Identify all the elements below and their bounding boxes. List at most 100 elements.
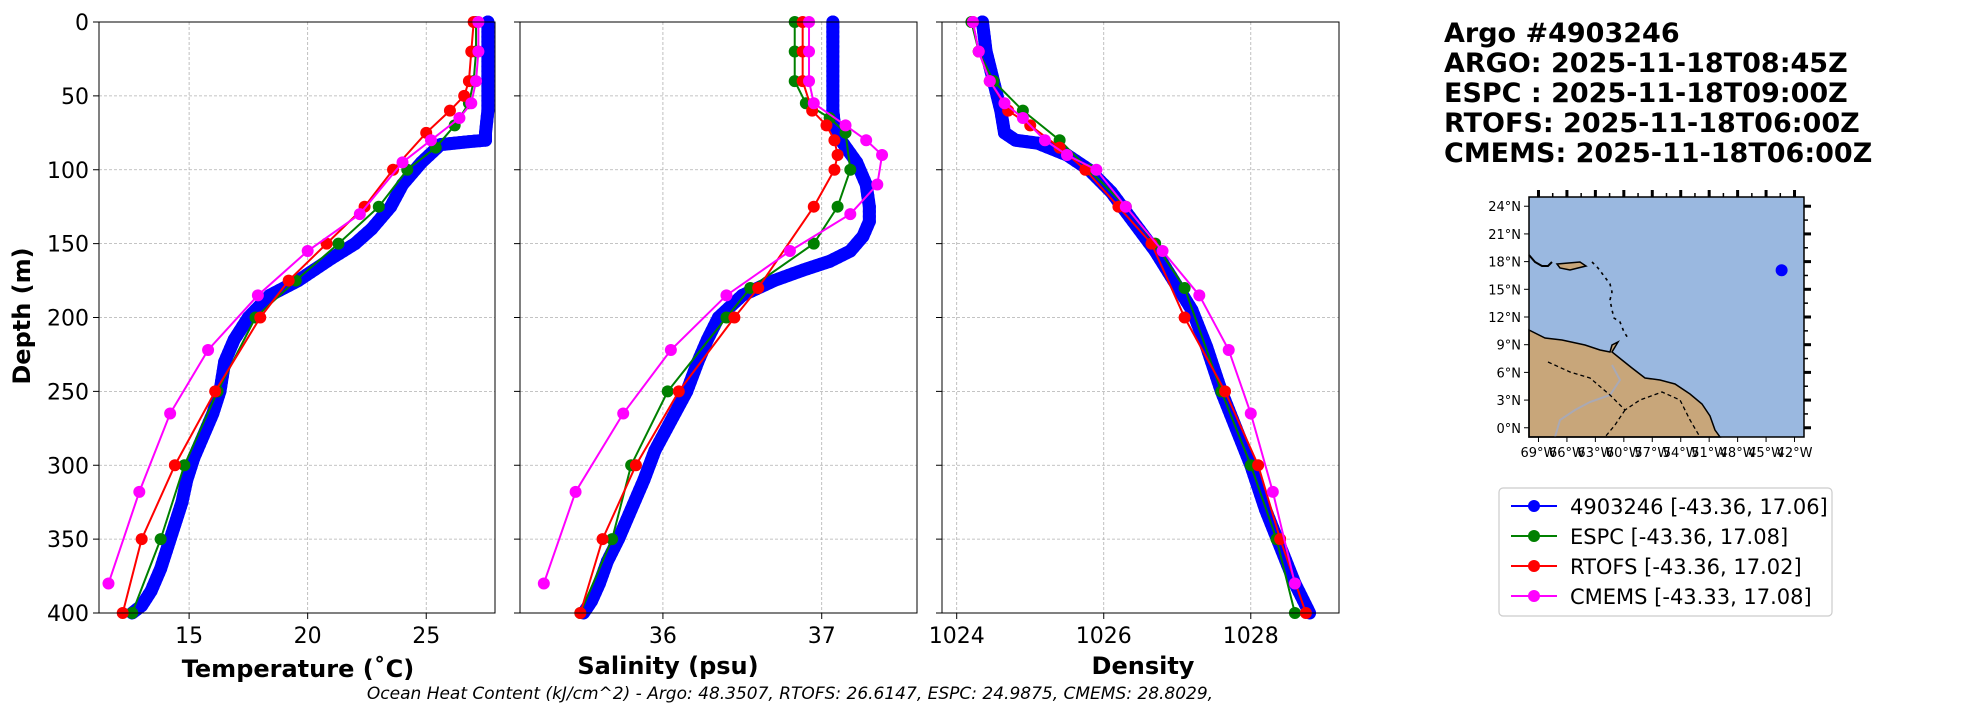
legend-marker-rtofs [1528,560,1540,572]
density-cmems-point [1016,112,1029,125]
header-line-rtofs-time: RTOFS: 2025-11-18T06:00Z [1444,108,1860,139]
y-tick-label: 350 [47,528,89,553]
density-x-tick-label: 1026 [1076,624,1132,649]
legend-box [1498,487,1833,617]
temperature-rtofs-point [135,533,148,546]
temperature-cmems-point [164,407,177,420]
salinity-rtofs-point [752,281,765,294]
y-tick-label: 300 [47,454,89,479]
salinity-cmems-point [720,289,733,302]
salinity-panel: 36 37 [514,15,918,649]
density-cmems-point [972,45,985,58]
temperature-espc-point [372,200,385,213]
map-lat-label: 15°N [1488,283,1521,298]
density-rtofs-point [1178,311,1191,324]
temperature-rtofs-point [209,385,222,398]
salinity-cmems-point [664,344,677,357]
map-lon-label: 57°W [1634,446,1670,461]
salinity-x-tick-label: 36 [649,624,677,649]
density-cmems-point [1288,577,1301,590]
salinity-axis-label: Salinity (psu) [577,652,758,680]
temperature-cmems-point [424,134,437,147]
density-rtofs-point [1053,141,1066,154]
map-land-south-america [1528,328,1722,438]
header-block: Argo #4903246 ARGO: 2025-11-18T08:45Z ES… [1444,18,1872,169]
map-lon-label: 48°W [1720,446,1756,461]
temperature-x-tick-label: 25 [412,624,440,649]
map-lon-label: 63°W [1577,446,1613,461]
y-tick-label: 250 [47,380,89,405]
temperature-rtofs-point [387,163,400,176]
temperature-cmems-point [133,485,146,498]
salinity-espc-point [661,385,674,398]
map-border-1 [1547,361,1701,438]
salinity-cmems-point [871,178,884,191]
map-lat-label: 6°N [1497,366,1522,381]
salinity-espc-point [831,200,844,213]
temperature-axis-label: Temperature (˚C) [182,655,415,683]
map-lon-label: 60°W [1606,446,1642,461]
density-rtofs-point [1219,385,1232,398]
density-series-argo-band [975,15,1317,620]
legend-label-argo: 4903246 [-43.36, 17.06] [1570,495,1828,519]
temperature-rtofs-point [458,89,471,102]
salinity-rtofs-point [672,385,685,398]
y-tick-label: 150 [47,233,89,258]
legend-label-rtofs: RTOFS [-43.36, 17.02] [1570,555,1802,579]
temperature-espc-point [154,533,167,546]
map-lat-label: 12°N [1488,311,1521,326]
temperature-espc-point [332,237,345,250]
map-lon-label: 69°W [1521,446,1557,461]
salinity-rtofs-point [831,148,844,161]
salinity-rtofs-point [828,163,841,176]
header-line-cmems-time: CMEMS: 2025-11-18T06:00Z [1444,138,1872,169]
header-line-float: Argo #4903246 [1444,18,1680,49]
density-cmems-point [1090,163,1103,176]
temperature-cmems-point [453,112,466,125]
salinity-cmems-point [839,119,852,132]
map-lat-label: 0°N [1497,422,1522,437]
map-river [1554,364,1622,438]
header-line-espc-time: ESPC : 2025-11-18T09:00Z [1444,78,1848,109]
temperature-cmems-point [202,344,215,357]
temperature-cmems-point [465,97,478,110]
map-frame: 24°N 21°N 18°N 15°N 12°N 9°N 6°N 3°N 0°N 69°W66°W… [1488,190,1813,461]
map-lat-label: 9°N [1497,339,1522,354]
map-island-puerto-rico [1555,261,1588,271]
ohc-footer: Ocean Heat Content (kJ/cm^2) - Argo: 48.… [367,684,1213,704]
location-map: 24°N 21°N 18°N 15°N 12°N 9°N 6°N 3°N 0°N 69°W66°W… [1488,190,1813,461]
legend-marker-espc [1528,530,1540,542]
y-tick-label: 200 [47,307,89,332]
salinity-cmems-point [844,208,857,221]
map-lat-label: 3°N [1497,394,1522,409]
temperature-cmems-point [353,208,366,221]
salinity-rtofs-point [820,119,833,132]
salinity-espc-point [844,163,857,176]
salinity-cmems-point [876,148,889,161]
temperature-cmems-point [301,245,314,258]
temperature-cmems-point [102,577,115,590]
salinity-rtofs-point [596,533,609,546]
temperature-rtofs-point [443,104,456,117]
y-axis-label: Depth (m) [8,247,36,384]
map-island-hispaniola [1528,254,1553,267]
map-lat-label: 18°N [1488,256,1521,271]
density-cmems-point [1222,344,1235,357]
salinity-cmems-point [803,75,816,88]
map-lon-label: 51°W [1691,446,1727,461]
salinity-cmems-point [617,407,630,420]
salinity-x-tick-label: 37 [808,624,836,649]
density-cmems-point [1038,134,1051,147]
density-x-tick-label: 1028 [1223,624,1279,649]
map-lesser-antilles [1591,261,1629,339]
temperature-cmems-point [396,156,409,169]
temperature-cmems-point [251,289,264,302]
salinity-rtofs-point [828,134,841,147]
temperature-x-tick-label: 15 [175,624,203,649]
density-cmems-point [983,75,996,88]
salinity-cmems-point [803,45,816,58]
salinity-rtofs-point [807,200,820,213]
density-cmems-point [998,97,1011,110]
temperature-espc-point [178,459,191,472]
